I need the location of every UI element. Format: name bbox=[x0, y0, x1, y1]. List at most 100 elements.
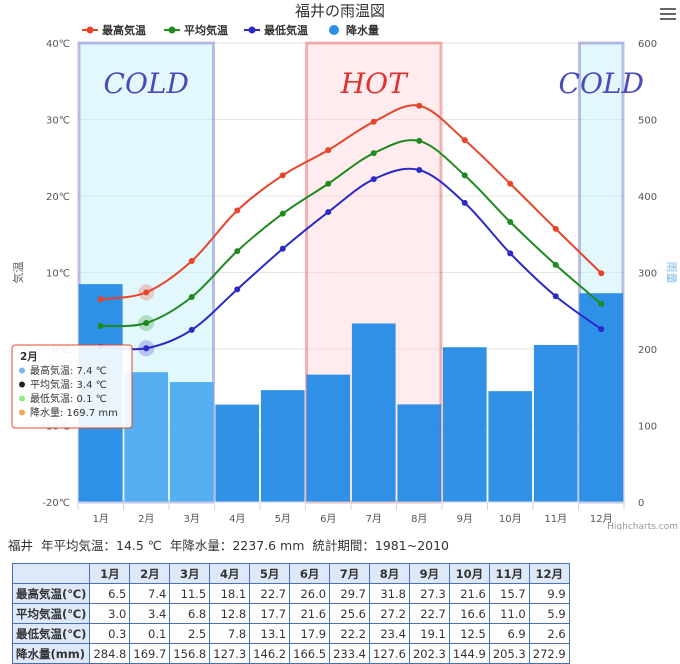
temp-point bbox=[461, 172, 468, 179]
temp-point bbox=[234, 286, 241, 293]
table-month-header: 4月 bbox=[209, 563, 251, 584]
precip-bar bbox=[579, 293, 624, 502]
precip-bar bbox=[397, 404, 442, 502]
table-month-header: 6月 bbox=[289, 563, 331, 584]
temp-point bbox=[188, 293, 195, 300]
temp-point bbox=[370, 150, 377, 157]
table-cell: 169.7 bbox=[129, 643, 171, 664]
precip-bar bbox=[169, 382, 214, 502]
precip-bar bbox=[215, 404, 260, 502]
table-cell: 29.7 bbox=[329, 583, 370, 604]
temp-point bbox=[279, 172, 286, 179]
temp-point bbox=[188, 258, 195, 265]
temp-point bbox=[370, 176, 377, 183]
table-cell: 7.8 bbox=[209, 623, 251, 644]
table-cell: 2.5 bbox=[169, 623, 211, 644]
table-month-header: 10月 bbox=[448, 563, 490, 584]
precip-bar bbox=[488, 391, 533, 502]
table-cell: 205.3 bbox=[488, 643, 530, 664]
table-month-header: 7月 bbox=[329, 563, 370, 584]
table-row: 平均気温(℃) 3.0 3.4 6.8 12.8 17.7 21.6 25.6 27.2 22.7… bbox=[11, 603, 570, 624]
left-axis-title: 気温 bbox=[11, 262, 25, 284]
tooltip-dot bbox=[19, 381, 25, 388]
table-cell: 22.2 bbox=[329, 623, 370, 644]
table-cell: 127.3 bbox=[209, 643, 251, 664]
legend-symbol bbox=[86, 26, 94, 34]
temp-point bbox=[552, 261, 559, 268]
table-month-header: 8月 bbox=[369, 563, 410, 584]
table-cell: 284.8 bbox=[89, 643, 131, 664]
temp-point bbox=[507, 180, 514, 187]
table-row-label: 最高気温(℃) bbox=[11, 583, 91, 604]
summary-station: 福井 bbox=[8, 538, 34, 553]
temp-point bbox=[325, 180, 332, 187]
table-month-header: 11月 bbox=[488, 563, 530, 584]
precip-bar bbox=[306, 374, 351, 502]
legend-symbol bbox=[248, 26, 256, 34]
legend-label: 最高気温 bbox=[102, 23, 146, 37]
left-tick-label: 30℃ bbox=[46, 116, 70, 127]
right-axis-title: 雨量 bbox=[665, 262, 678, 284]
table-cell: 31.8 bbox=[369, 583, 410, 604]
tooltip-dot bbox=[19, 395, 25, 402]
left-tick-label: 20℃ bbox=[46, 192, 70, 203]
band-label: COLD bbox=[559, 67, 644, 100]
temp-point bbox=[97, 323, 104, 330]
band-label: HOT bbox=[340, 67, 409, 100]
temp-point bbox=[461, 137, 468, 144]
table-cell: 5.9 bbox=[528, 603, 570, 624]
table-cell: 27.3 bbox=[408, 583, 450, 604]
table-cell: 25.6 bbox=[329, 603, 370, 624]
table-row-label: 平均気温(℃) bbox=[11, 603, 91, 624]
x-tick-label: 12月 bbox=[590, 513, 613, 525]
legend-symbol bbox=[168, 26, 176, 34]
tooltip-line: 平均気温: 3.4 ℃ bbox=[30, 378, 107, 391]
temp-point bbox=[97, 296, 104, 303]
table-cell: 27.2 bbox=[369, 603, 410, 624]
x-tick-label: 8月 bbox=[411, 513, 427, 525]
summary-period: 統計期間：1981~2010 bbox=[312, 538, 450, 553]
temp-point bbox=[416, 137, 423, 144]
right-tick-label: 600 bbox=[638, 39, 657, 50]
table-cell: 166.5 bbox=[289, 643, 331, 664]
x-tick-label: 6月 bbox=[320, 513, 336, 525]
right-tick-label: 500 bbox=[638, 116, 657, 127]
right-tick-label: 0 bbox=[638, 498, 644, 509]
temp-point bbox=[279, 210, 286, 217]
temp-point bbox=[507, 250, 514, 257]
temp-point bbox=[234, 207, 241, 214]
table-cell: 3.4 bbox=[129, 603, 171, 624]
table-cell: 21.6 bbox=[448, 583, 490, 604]
x-tick-label: 4月 bbox=[229, 513, 245, 525]
table-cell: 144.9 bbox=[448, 643, 490, 664]
table-cell: 12.8 bbox=[209, 603, 251, 624]
temp-point bbox=[279, 245, 286, 252]
temp-point bbox=[143, 319, 150, 326]
right-tick-label: 100 bbox=[638, 422, 657, 433]
precip-bar bbox=[351, 323, 396, 502]
table-cell: 233.4 bbox=[329, 643, 370, 664]
table-cell: 0.1 bbox=[129, 623, 171, 644]
table-row: 最低気温(℃) 0.3 0.1 2.5 7.8 13.1 17.9 22.2 23.4 19.1 1… bbox=[11, 623, 570, 644]
temp-point bbox=[416, 102, 423, 109]
table-cell: 9.9 bbox=[528, 583, 570, 604]
climate-chart: -20℃-10℃0℃10℃20℃30℃40℃010020030040050060… bbox=[11, 2, 678, 530]
table-cell: 17.7 bbox=[249, 603, 291, 624]
temp-point bbox=[507, 219, 514, 226]
table-cell: 23.4 bbox=[369, 623, 410, 644]
x-tick-label: 2月 bbox=[138, 513, 154, 525]
climate-table: 1月 2月 3月 4月 5月 6月 7月 8月 9月 10月 11月 12月 最高気温(℃) 6.5 7.4… bbox=[11, 563, 570, 664]
temp-point bbox=[416, 166, 423, 173]
legend-label: 平均気温 bbox=[184, 23, 228, 37]
table-month-header: 9月 bbox=[408, 563, 450, 584]
table-month-header: 3月 bbox=[169, 563, 211, 584]
table-header-row: 1月 2月 3月 4月 5月 6月 7月 8月 9月 10月 11月 12月 bbox=[11, 563, 570, 584]
x-tick-label: 3月 bbox=[184, 513, 200, 525]
table-cell: 6.9 bbox=[488, 623, 530, 644]
temp-point bbox=[188, 326, 195, 333]
table-month-header: 12月 bbox=[528, 563, 570, 584]
right-tick-label: 400 bbox=[638, 192, 657, 203]
table-cell: 202.3 bbox=[408, 643, 450, 664]
table-cell: 16.6 bbox=[448, 603, 490, 624]
chart-menu-icon[interactable] bbox=[660, 6, 676, 20]
